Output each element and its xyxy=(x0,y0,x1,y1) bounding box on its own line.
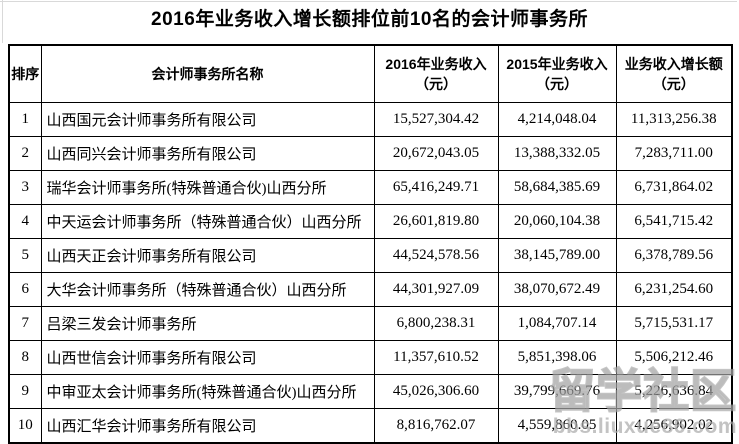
table-row: 2 山西同兴会计师事务所有限公司 20,672,043.05 13,388,33… xyxy=(8,136,733,171)
revenue-2016-cell: 26,601,819.80 xyxy=(373,204,499,239)
firm-name-cell: 山西汇华会计师事务所有限公司 xyxy=(40,408,375,444)
revenue-2016-cell: 45,026,306.60 xyxy=(373,374,499,409)
firm-name-cell: 山西国元会计师事务所有限公司 xyxy=(40,102,375,137)
rankings-table: 排序 会计师事务所名称 2016年业务收入 （元） 2015年业务收入 （元） … xyxy=(8,44,733,444)
firm-name-cell: 山西同兴会计师事务所有限公司 xyxy=(40,136,375,171)
growth-cell: 5,715,531.17 xyxy=(615,306,733,341)
header-rank: 排序 xyxy=(8,44,42,103)
growth-cell: 5,226,636.84 xyxy=(615,374,733,409)
revenue-2016-cell: 44,524,578.56 xyxy=(373,238,499,273)
revenue-2016-cell: 15,527,304.42 xyxy=(373,102,499,137)
table-header-row: 排序 会计师事务所名称 2016年业务收入 （元） 2015年业务收入 （元） … xyxy=(8,44,733,103)
table-row: 1 山西国元会计师事务所有限公司 15,527,304.42 4,214,048… xyxy=(8,102,733,137)
firm-name-cell: 山西天正会计师事务所有限公司 xyxy=(40,238,375,273)
growth-cell: 5,506,212.46 xyxy=(615,340,733,375)
revenue-2016-cell: 20,672,043.05 xyxy=(373,136,499,171)
revenue-2015-cell: 13,388,332.05 xyxy=(497,136,617,171)
table-row: 3 瑞华会计师事务所(特殊普通合伙)山西分所 65,416,249.71 58,… xyxy=(8,170,733,205)
table-row: 9 中审亚太会计师事务所(特殊普通合伙)山西分所 45,026,306.60 3… xyxy=(8,374,733,409)
growth-cell: 7,283,711.00 xyxy=(615,136,733,171)
revenue-2015-cell: 1,084,707.14 xyxy=(497,306,617,341)
rank-cell: 4 xyxy=(8,204,42,239)
firm-name-cell: 大华会计师事务所（特殊普通合伙）山西分所 xyxy=(40,272,375,307)
revenue-2015-cell: 4,559,860.05 xyxy=(497,408,617,444)
revenue-2015-cell: 38,070,672.49 xyxy=(497,272,617,307)
header-2015-revenue: 2015年业务收入 （元） xyxy=(497,44,617,103)
revenue-2015-cell: 5,851,398.06 xyxy=(497,340,617,375)
table-row: 10 山西汇华会计师事务所有限公司 8,816,762.07 4,559,860… xyxy=(8,408,733,444)
firm-name-cell: 吕梁三发会计师事务所 xyxy=(40,306,375,341)
growth-cell: 6,731,864.02 xyxy=(615,170,733,205)
rank-cell: 7 xyxy=(8,306,42,341)
revenue-2016-cell: 65,416,249.71 xyxy=(373,170,499,205)
header-growth-unit: （元） xyxy=(652,76,695,92)
table-row: 6 大华会计师事务所（特殊普通合伙）山西分所 44,301,927.09 38,… xyxy=(8,272,733,307)
page-edge-left-line xyxy=(2,0,3,43)
growth-cell: 4,256,902.02 xyxy=(615,408,733,444)
firm-name-cell: 中审亚太会计师事务所(特殊普通合伙)山西分所 xyxy=(40,374,375,409)
header-2015-revenue-label: 2015年业务收入 xyxy=(506,55,608,72)
revenue-2016-cell: 6,800,238.31 xyxy=(373,306,499,341)
growth-cell: 6,378,789.56 xyxy=(615,238,733,273)
revenue-2016-cell: 44,301,927.09 xyxy=(373,272,499,307)
firm-name-cell: 中天运会计师事务所（特殊普通合伙）山西分所 xyxy=(40,204,375,239)
rank-cell: 9 xyxy=(8,374,42,409)
rank-cell: 8 xyxy=(8,340,42,375)
page-title: 2016年业务收入增长额排位前10名的会计师事务所 xyxy=(151,9,588,30)
header-firm-name: 会计师事务所名称 xyxy=(40,44,375,103)
rank-cell: 1 xyxy=(8,102,42,137)
revenue-2015-cell: 20,060,104.38 xyxy=(497,204,617,239)
table-row: 4 中天运会计师事务所（特殊普通合伙）山西分所 26,601,819.80 20… xyxy=(8,204,733,239)
growth-cell: 6,231,254.60 xyxy=(615,272,733,307)
revenue-2015-cell: 38,145,789.00 xyxy=(497,238,617,273)
table-row: 5 山西天正会计师事务所有限公司 44,524,578.56 38,145,78… xyxy=(8,238,733,273)
header-growth: 业务收入增长额 （元） xyxy=(615,44,733,103)
revenue-2016-cell: 11,357,610.52 xyxy=(373,340,499,375)
rank-cell: 5 xyxy=(8,238,42,273)
header-2015-revenue-unit: （元） xyxy=(536,76,578,92)
header-2016-revenue-label: 2016年业务收入 xyxy=(385,55,487,72)
header-2016-revenue: 2016年业务收入 （元） xyxy=(373,44,499,103)
revenue-2015-cell: 58,684,385.69 xyxy=(497,170,617,205)
revenue-2016-cell: 8,816,762.07 xyxy=(373,408,499,444)
revenue-2015-cell: 39,799,669.76 xyxy=(497,374,617,409)
table-row: 8 山西世信会计师事务所有限公司 11,357,610.52 5,851,398… xyxy=(8,340,733,375)
revenue-2015-cell: 4,214,048.04 xyxy=(497,102,617,137)
rank-cell: 6 xyxy=(8,272,42,307)
page-edge-top-line xyxy=(0,1,737,2)
header-growth-label: 业务收入增长额 xyxy=(624,55,723,72)
firm-name-cell: 瑞华会计师事务所(特殊普通合伙)山西分所 xyxy=(40,170,375,205)
table-row: 7 吕梁三发会计师事务所 6,800,238.31 1,084,707.14 5… xyxy=(8,306,733,341)
growth-cell: 6,541,715.42 xyxy=(615,204,733,239)
header-2016-revenue-unit: （元） xyxy=(415,76,457,92)
rank-cell: 2 xyxy=(8,136,42,171)
rank-cell: 10 xyxy=(8,408,42,444)
growth-cell: 11,313,256.38 xyxy=(615,102,733,137)
rank-cell: 3 xyxy=(8,170,42,205)
firm-name-cell: 山西世信会计师事务所有限公司 xyxy=(40,340,375,375)
